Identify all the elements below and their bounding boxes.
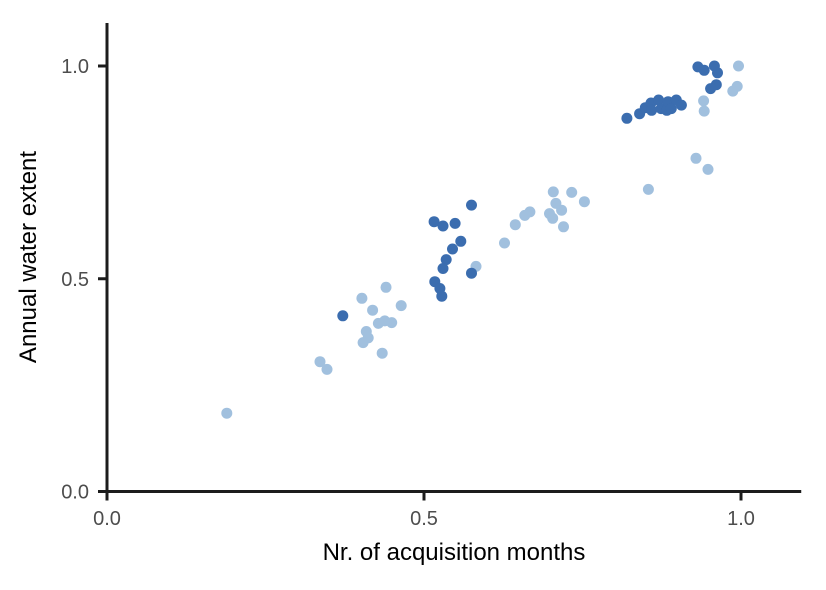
y-axis-title: Annual water extent — [15, 151, 42, 363]
data-point — [428, 216, 440, 228]
data-point — [556, 204, 568, 216]
data-point — [436, 290, 448, 302]
series-light-blue — [221, 60, 744, 419]
data-point — [665, 103, 677, 115]
data-point — [642, 183, 654, 195]
x-axis-title: Nr. of acquisition months — [323, 539, 586, 566]
data-point — [519, 209, 531, 221]
data-point — [653, 94, 665, 106]
data-point — [466, 267, 477, 279]
data-point — [455, 235, 467, 247]
data-point — [705, 83, 717, 95]
x-tick-label: 1.0 — [727, 508, 755, 530]
data-point — [509, 219, 521, 231]
data-point — [698, 95, 710, 107]
x-tick-label: 0.5 — [410, 508, 438, 530]
data-point — [675, 99, 687, 111]
axis-ticks: 0.0 0.5 1.0 0.0 0.5 1.0 — [61, 56, 755, 530]
data-point — [578, 196, 590, 208]
data-point — [440, 254, 452, 266]
data-point — [698, 64, 710, 76]
data-point — [727, 85, 739, 97]
data-point — [357, 337, 369, 349]
data-point — [367, 304, 379, 316]
data-point — [499, 237, 510, 249]
data-point — [547, 212, 559, 224]
axes — [105, 23, 802, 493]
data-point — [566, 186, 578, 198]
data-point — [449, 217, 461, 229]
data-point — [380, 281, 392, 293]
data-point — [437, 263, 449, 274]
data-point — [395, 300, 407, 312]
x-tick-label: 0.0 — [93, 508, 121, 530]
data-points — [221, 60, 744, 419]
y-tick-label: 0.5 — [61, 269, 89, 291]
data-point — [698, 105, 710, 117]
data-point — [437, 220, 449, 232]
data-point — [702, 163, 714, 175]
y-tick-label: 0.0 — [61, 482, 89, 504]
data-point — [547, 186, 559, 198]
data-point — [621, 112, 633, 124]
data-point — [221, 407, 233, 419]
data-point — [558, 221, 569, 233]
y-tick-label: 1.0 — [61, 56, 89, 78]
data-point — [386, 317, 398, 329]
data-point — [321, 363, 333, 375]
data-point — [314, 356, 326, 368]
data-point — [733, 60, 744, 72]
data-point — [712, 67, 723, 79]
data-point — [376, 347, 388, 359]
series-dark-blue — [337, 60, 723, 322]
data-point — [447, 243, 458, 255]
data-point — [466, 199, 477, 211]
data-point — [690, 152, 702, 164]
data-point — [646, 104, 658, 116]
axis-lines — [105, 23, 802, 493]
data-point — [337, 310, 349, 322]
data-point — [356, 292, 368, 304]
